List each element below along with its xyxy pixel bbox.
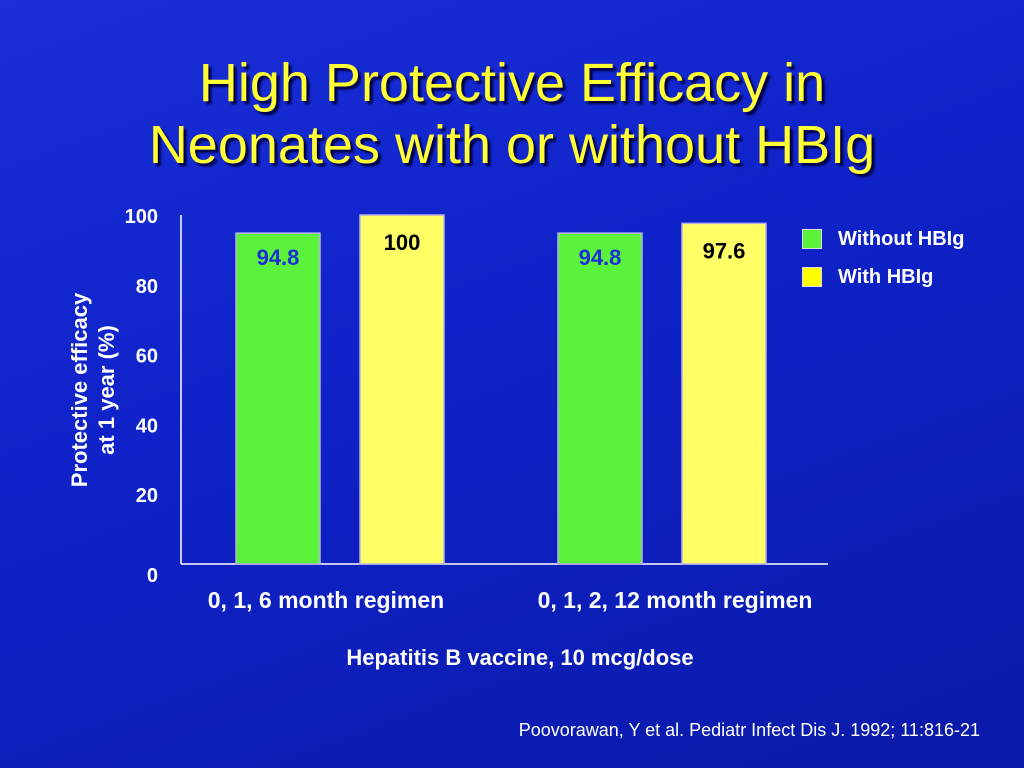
legend-label-without-hbig: Without HBIg <box>838 227 965 250</box>
title-line-1: High Protective Efficacy in <box>198 53 826 113</box>
x-axis-title: Hepatitis B vaccine, 10 mcg/dose <box>346 645 694 670</box>
y-tick-label-100: 100 <box>125 206 158 228</box>
category-label-1: 0, 1, 6 month regimen <box>208 587 444 613</box>
bar-with-hbig-1 <box>359 214 445 565</box>
legend-item-without-hbig: Without HBIg <box>802 220 964 258</box>
y-tick-label-60: 60 <box>136 346 158 368</box>
legend-item-with-hbig: With HBIg <box>802 258 964 296</box>
legend-label-with-hbig: With HBIg <box>838 265 934 288</box>
title-line-2: Neonates with or without HBIg <box>148 115 876 175</box>
y-tick-label-40: 40 <box>136 415 158 437</box>
category-label-2: 0, 1, 2, 12 month regimen <box>538 587 813 613</box>
legend: Without HBIg With HBIg <box>802 220 964 296</box>
y-tick-label-0: 0 <box>147 565 158 587</box>
slide-title: High Protective Efficacy in Neonates wit… <box>0 52 1024 176</box>
y-tick-label-80: 80 <box>136 276 158 298</box>
data-label-without-hbig-2: 94.8 <box>579 245 622 270</box>
bar-without-hbig-1 <box>235 232 321 565</box>
bar-with-hbig-2 <box>681 222 767 565</box>
legend-swatch-with-hbig <box>802 267 822 287</box>
data-label-with-hbig-2: 97.6 <box>703 238 746 263</box>
bar-without-hbig-2 <box>557 232 643 565</box>
y-tick-label-20: 20 <box>136 485 158 507</box>
data-label-without-hbig-1: 94.8 <box>257 245 300 270</box>
citation: Poovorawan, Y et al. Pediatr Infect Dis … <box>518 720 980 740</box>
legend-swatch-without-hbig <box>802 229 822 249</box>
data-label-with-hbig-1: 100 <box>384 230 421 255</box>
